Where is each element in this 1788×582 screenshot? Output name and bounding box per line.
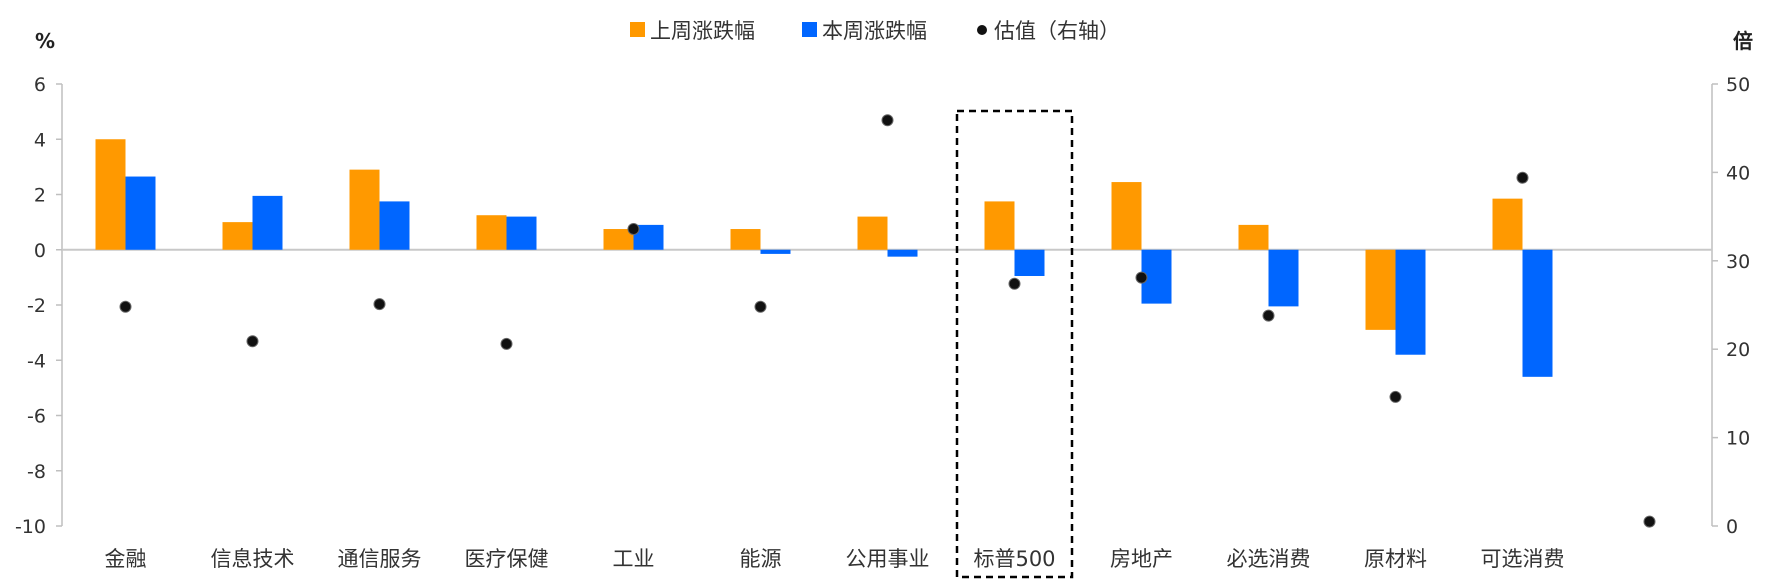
right-axis-unit: 倍: [1733, 29, 1753, 53]
valuation-point: [373, 298, 386, 311]
bar-last-week: [476, 215, 507, 250]
valuation-point: [1389, 390, 1402, 403]
right-tick-label: 30: [1726, 251, 1750, 273]
category-label: 必选消费: [1227, 547, 1311, 571]
category-label: 医疗保健: [465, 547, 549, 571]
right-tick-label: 0: [1726, 516, 1738, 538]
bar-this-week: [379, 201, 410, 250]
left-tick-label: -10: [15, 516, 46, 538]
category-label: 公用事业: [846, 547, 930, 571]
bar-this-week: [1014, 249, 1045, 276]
category-label: 标普500: [973, 547, 1055, 571]
valuation-point: [627, 222, 640, 235]
category-label: 能源: [740, 547, 782, 571]
legend-label: 上周涨跌幅: [650, 19, 755, 43]
left-tick-label: 0: [34, 240, 46, 262]
left-tick-label: 6: [34, 74, 46, 96]
legend-label: 本周涨跌幅: [822, 19, 927, 43]
valuation-point: [881, 114, 894, 127]
bar-this-week: [1522, 249, 1553, 377]
right-tick-label: 50: [1726, 74, 1750, 96]
bar-this-week: [252, 195, 283, 250]
valuation-point: [1262, 309, 1275, 322]
valuation-point: [500, 337, 513, 350]
bar-this-week: [760, 249, 791, 254]
bar-last-week: [984, 201, 1015, 250]
category-label: 可选消费: [1481, 547, 1565, 571]
category-label: 信息技术: [211, 547, 295, 571]
category-labels: 金融 信息技术 通信服务 医疗保健 工业 能源 公用事业 标普500 房地产 必选消费 原材料 可选消…: [105, 547, 1565, 571]
category-label: 房地产: [1110, 547, 1173, 571]
category-label: 工业: [613, 547, 655, 571]
highlight-box: [955, 109, 1074, 579]
right-tick-label: 20: [1726, 339, 1750, 361]
right-tick-label: 40: [1726, 162, 1750, 184]
legend-swatch: [630, 22, 645, 37]
category-label: 原材料: [1364, 547, 1427, 571]
left-tick-label: -4: [27, 350, 46, 372]
bars: [95, 139, 1553, 377]
valuation-point: [1643, 515, 1656, 528]
valuation-point: [246, 335, 259, 348]
bar-last-week: [1238, 224, 1269, 250]
bar-last-week: [1111, 182, 1142, 250]
bar-this-week: [1395, 249, 1426, 355]
valuation-points: [119, 114, 1656, 528]
valuation-point: [754, 300, 767, 313]
bar-last-week: [349, 169, 380, 250]
bar-this-week: [506, 216, 537, 250]
bar-last-week: [857, 216, 888, 250]
bar-last-week: [95, 139, 126, 250]
bar-last-week: [730, 229, 761, 250]
right-axis: 50 40 30 20 10 0: [1711, 74, 1750, 538]
bar-last-week: [222, 222, 253, 250]
legend-swatch: [802, 22, 817, 37]
left-axis-unit: %: [35, 29, 55, 53]
valuation-point: [1516, 171, 1529, 184]
left-tick-label: -8: [27, 461, 46, 483]
category-label: 金融: [105, 547, 147, 571]
left-tick-label: -2: [27, 295, 46, 317]
category-label: 通信服务: [338, 547, 422, 571]
bar-this-week: [887, 249, 918, 257]
left-tick-label: -6: [27, 406, 46, 428]
left-tick-label: 4: [34, 129, 46, 151]
legend-marker-valuation: [977, 25, 987, 35]
left-axis: 6 4 2 0 -2 -4 -6 -8 -10: [15, 74, 63, 538]
bar-last-week: [603, 229, 634, 250]
legend: 上周涨跌幅 本周涨跌幅 估值（右轴）: [630, 19, 1120, 43]
bar-last-week: [1492, 198, 1523, 250]
bar-last-week: [1365, 249, 1396, 330]
right-tick-label: 10: [1726, 428, 1750, 450]
valuation-point: [1008, 277, 1021, 290]
left-tick-label: 2: [34, 185, 46, 207]
legend-label: 估值（右轴）: [994, 19, 1120, 43]
bar-this-week: [125, 176, 156, 250]
valuation-point: [119, 300, 132, 313]
bar-this-week: [1268, 249, 1299, 307]
valuation-point: [1135, 271, 1148, 284]
